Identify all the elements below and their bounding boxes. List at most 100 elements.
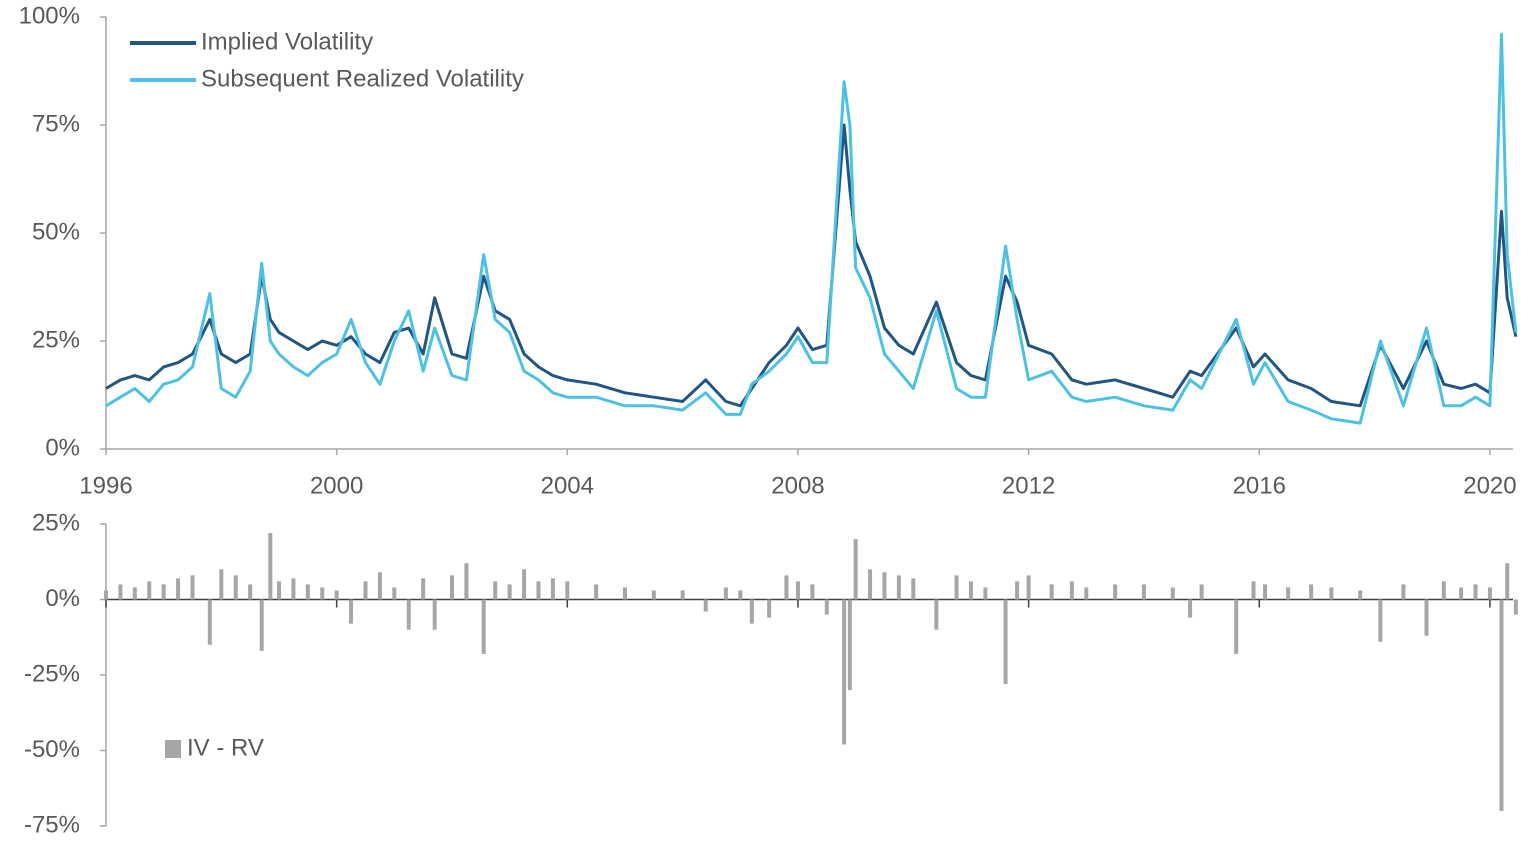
bar [622,587,627,600]
bar [565,581,570,600]
bar [233,575,238,600]
x-tick-label: 2012 [1002,472,1055,499]
bar [1084,587,1089,600]
bar [207,599,212,645]
bar [464,563,469,600]
bar [968,581,973,600]
bar [1378,599,1383,642]
x-tick-label: 2004 [541,472,594,499]
bar [810,584,815,600]
bar [421,578,426,600]
bar [481,599,486,654]
bar [276,581,281,600]
bar [703,599,708,612]
bar [259,599,264,651]
bar [749,599,754,624]
bar [651,590,656,600]
bar [1263,584,1268,600]
bar [882,572,887,600]
legend-label: IV - RV [187,734,264,761]
bar [824,599,829,615]
bar [842,599,847,745]
bar [392,587,397,600]
bar [268,533,273,600]
series-line [105,32,1518,425]
bar [334,590,339,600]
y-tick-label: 0% [45,585,80,612]
bar [983,587,988,600]
bar [1441,581,1446,600]
bar [847,599,852,691]
bar [132,587,137,600]
bar [147,581,152,600]
x-tick-label: 2016 [1233,472,1286,499]
bar [1003,599,1008,685]
bar [1487,587,1492,600]
bar [536,581,541,600]
legend-label: Subsequent Realized Volatility [201,65,524,92]
bar [1505,563,1510,600]
x-tick-label: 2008 [771,472,824,499]
bar [176,578,181,600]
y-tick-label: -50% [24,736,80,763]
bar [1424,599,1429,636]
bar [934,599,939,630]
bar [1401,584,1406,600]
bar [911,578,916,600]
bar [1286,587,1291,600]
bar [522,569,527,600]
x-tick-label: 1996 [79,472,132,499]
y-tick-label: 0% [45,434,80,461]
bar [1513,599,1518,615]
bar [104,590,108,600]
bar [896,575,901,600]
bar [1358,590,1363,600]
bar [1234,599,1239,654]
bar [1309,584,1314,600]
bar [1141,584,1146,600]
bar [493,581,498,600]
x-tick-label: 2000 [310,472,363,499]
y-tick-label: -75% [24,811,80,838]
bar [853,539,858,600]
bar [795,581,800,600]
bar [723,587,728,600]
bar [349,599,354,624]
bar [1049,584,1054,600]
bar [305,584,310,600]
bar [1170,587,1175,600]
bar [507,584,512,600]
bar [432,599,437,630]
bar [594,584,599,600]
bar [1251,581,1256,600]
y-tick-label: 25% [32,326,80,353]
bar [767,599,772,618]
bar [868,569,873,600]
bar [1473,584,1478,600]
bar [248,584,253,600]
y-tick-label: 25% [32,509,80,536]
bar [449,575,454,600]
legend-swatch [165,740,181,758]
bar [738,590,743,600]
bar [1188,599,1193,618]
bar [363,581,368,600]
y-tick-label: 100% [19,2,80,29]
bar [118,584,123,600]
bar [406,599,411,630]
bar [550,578,555,600]
bar [954,575,959,600]
series-line [105,123,1518,408]
bar [680,590,685,600]
bar [377,572,382,600]
bar [784,575,789,600]
bar [1199,584,1204,600]
legend-label: Implied Volatility [201,28,373,55]
bar [1459,587,1464,600]
bar [161,584,166,600]
bar [291,578,296,600]
bar [1499,599,1504,811]
bar [1026,575,1031,600]
bar [1329,587,1334,600]
